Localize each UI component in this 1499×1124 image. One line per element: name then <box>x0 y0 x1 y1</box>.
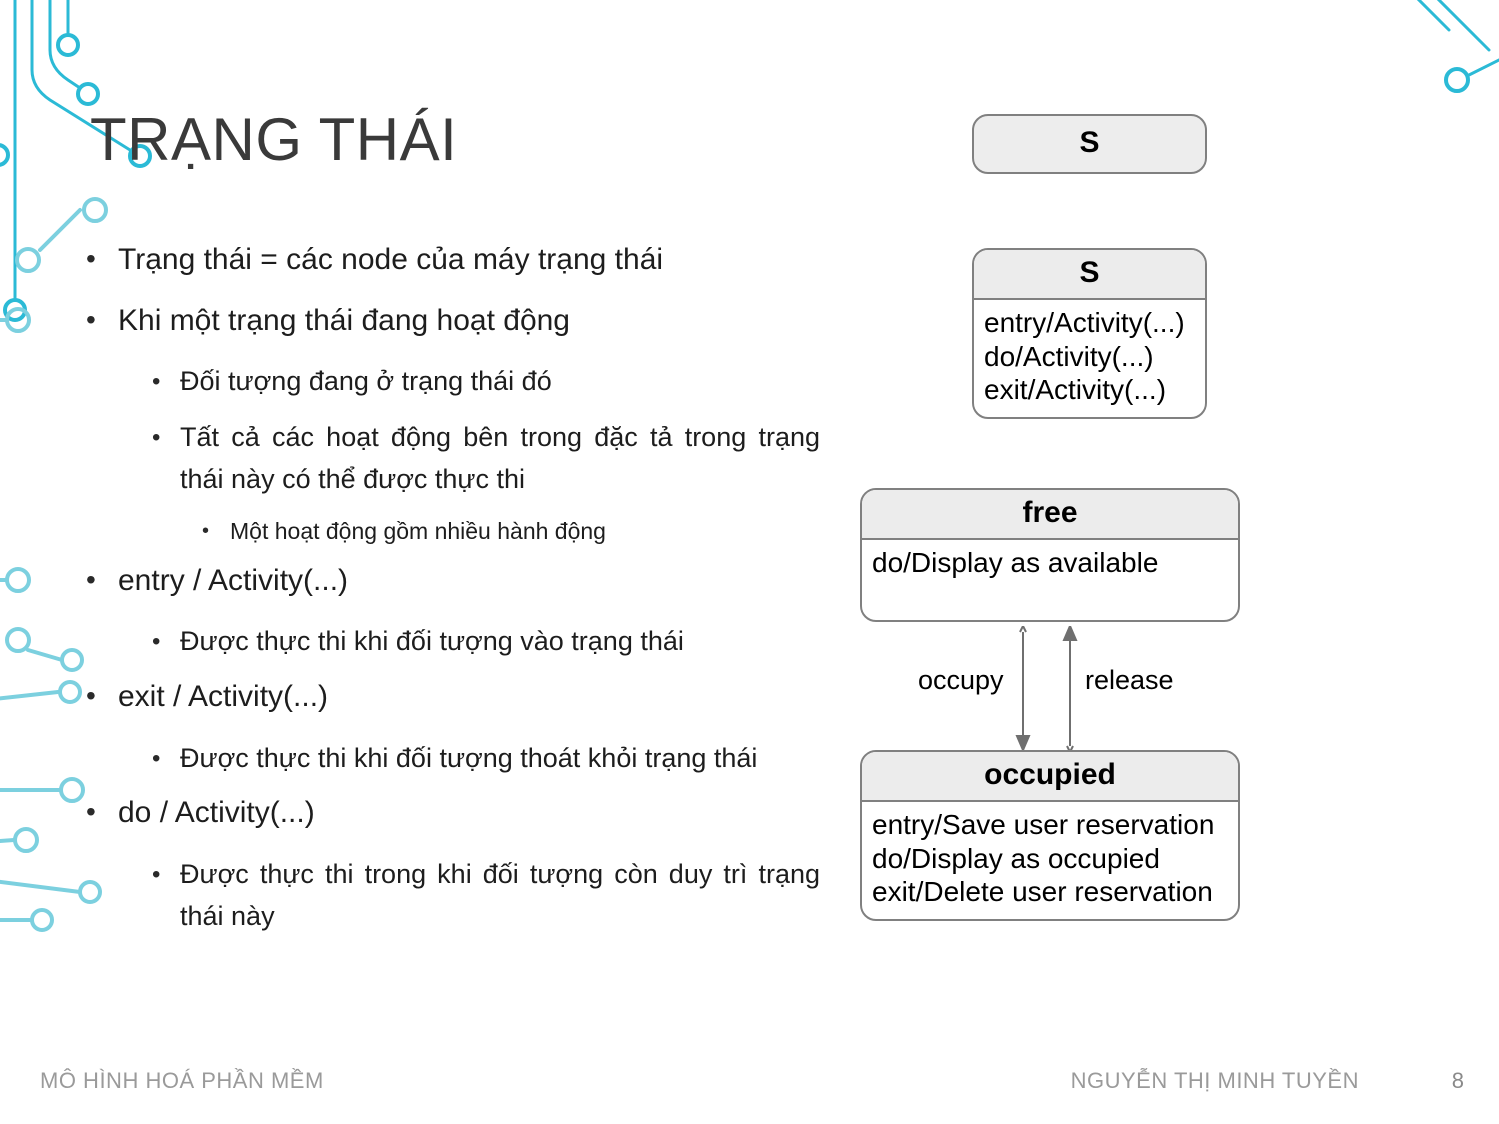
diagram-simple-state: S <box>972 114 1207 174</box>
transition-label-up: release <box>1085 665 1174 696</box>
state-body-line: do/Display as occupied <box>872 842 1228 876</box>
diagram-occupied-state: occupied entry/Save user reservation do/… <box>860 750 1240 921</box>
state-body: entry/Activity(...) do/Activity(...) exi… <box>974 300 1205 417</box>
bullet-l1: do / Activity(...) <box>80 793 820 834</box>
state-body-line: entry/Save user reservation <box>872 808 1228 842</box>
bullet-l2: Được thực thi khi đối tượng thoát khỏi t… <box>80 738 820 780</box>
diagram-free-state: free do/Display as available <box>860 488 1240 622</box>
bullet-l1: entry / Activity(...) <box>80 561 820 602</box>
state-body: entry/Save user reservation do/Display a… <box>862 802 1238 919</box>
decor-top-right <box>1389 0 1499 110</box>
diagram-activity-state: S entry/Activity(...) do/Activity(...) e… <box>972 248 1207 419</box>
content-block: Trạng thái = các node của máy trạng thái… <box>80 240 820 952</box>
state-body-line: entry/Activity(...) <box>984 306 1195 340</box>
state-label: occupied <box>862 752 1238 802</box>
bullet-l2: Tất cả các hoạt động bên trong đặc tả tr… <box>80 417 820 501</box>
state-body-line: do/Activity(...) <box>984 340 1195 374</box>
state-label: S <box>974 250 1205 300</box>
bullet-l1: Khi một trạng thái đang hoạt động <box>80 301 820 342</box>
bullet-l2: Được thực thi khi đối tượng vào trạng th… <box>80 621 820 663</box>
footer-right: NGUYỄN THỊ MINH TUYỀN <box>1071 1068 1359 1094</box>
footer-left: MÔ HÌNH HOÁ PHẦN MỀM <box>40 1068 324 1094</box>
state-label: S <box>1079 126 1099 159</box>
transition-label: occupy <box>918 665 1004 695</box>
state-label: free <box>862 490 1238 540</box>
page-number: 8 <box>1452 1068 1464 1094</box>
transition-label-down: occupy <box>918 665 1004 696</box>
state-body-line: do/Display as available <box>872 546 1228 580</box>
bullet-l1: exit / Activity(...) <box>80 677 820 718</box>
bullet-l2: Được thực thi trong khi đối tượng còn du… <box>80 854 820 938</box>
bullet-l3: Một hoạt động gồm nhiều hành động <box>80 515 820 547</box>
state-body-line: exit/Activity(...) <box>984 373 1195 407</box>
bullet-l2: Đối tượng đang ở trạng thái đó <box>80 361 820 403</box>
transition-label: release <box>1085 665 1174 695</box>
state-body-line: exit/Delete user reservation <box>872 875 1228 909</box>
state-body: do/Display as available <box>862 540 1238 620</box>
bullet-l1: Trạng thái = các node của máy trạng thái <box>80 240 820 281</box>
slide-title: TRẠNG THÁI <box>90 105 457 174</box>
